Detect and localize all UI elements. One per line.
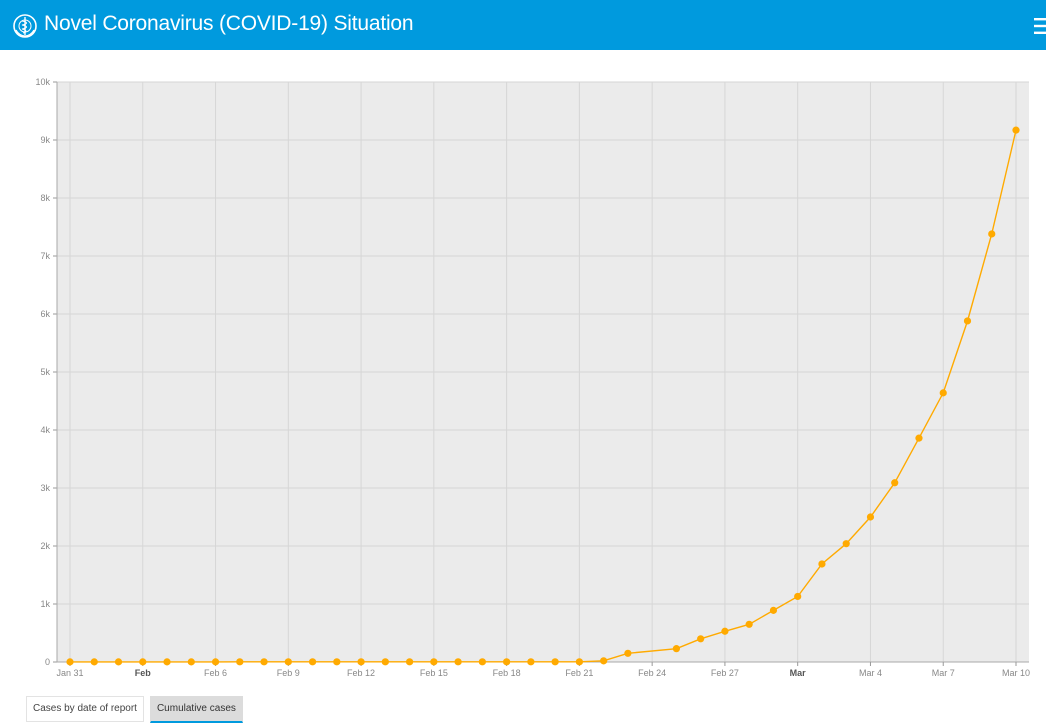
data-point	[333, 658, 341, 666]
data-point	[503, 658, 511, 666]
data-point	[357, 658, 365, 666]
x-tick-label: Feb 6	[204, 668, 227, 678]
y-tick-label: 7k	[40, 251, 50, 261]
data-point	[672, 645, 681, 653]
x-tick-label: Mar 7	[932, 668, 955, 678]
x-tick-label: Feb 9	[277, 668, 300, 678]
y-tick-label: 6k	[40, 309, 50, 319]
x-tick-label: Feb 27	[711, 668, 739, 678]
who-emblem-icon	[13, 14, 37, 38]
x-tick-label: Feb 12	[347, 668, 375, 678]
page-title: Novel Coronavirus (COVID-19) Situation	[44, 12, 414, 35]
x-tick-label: Feb	[135, 668, 152, 678]
y-tick-label: 8k	[40, 193, 50, 203]
data-point	[454, 658, 462, 666]
hamburger-menu-icon[interactable]	[1034, 17, 1046, 35]
y-tick-label: 0	[45, 657, 50, 667]
x-tick-label: Mar 4	[859, 668, 882, 678]
data-point	[915, 434, 923, 442]
chart-panel: 0 1k 2k 3k 4k 5k 6k 7k 8k 9k 10k Jan 31 Feb Feb 6 Feb …	[18, 60, 1044, 692]
data-point	[114, 658, 123, 666]
data-point	[988, 230, 996, 238]
data-point	[260, 658, 268, 666]
data-point	[187, 658, 195, 666]
x-tick-label: Mar	[790, 668, 807, 678]
y-tick-label: 5k	[40, 367, 50, 377]
y-tick-label: 2k	[40, 541, 50, 551]
data-point	[600, 657, 608, 665]
x-tick-label: Mar 10	[1002, 668, 1030, 678]
y-tick-label: 1k	[40, 599, 50, 609]
data-point	[624, 649, 632, 657]
data-point	[551, 658, 559, 666]
app-header: Novel Coronavirus (COVID-19) Situation	[0, 0, 1046, 50]
data-point	[963, 317, 972, 325]
data-point	[939, 389, 947, 397]
tab-cumulative-cases[interactable]: Cumulative cases	[149, 696, 243, 723]
data-point	[478, 658, 486, 666]
tab-cases-by-date-of-report[interactable]: Cases by date of report	[26, 696, 144, 722]
data-point	[163, 658, 171, 666]
data-point	[211, 658, 220, 666]
data-point	[405, 658, 414, 666]
y-tick-label: 3k	[40, 483, 50, 493]
x-tick-label: Jan 31	[56, 668, 83, 678]
data-point	[842, 540, 850, 548]
data-point	[697, 635, 705, 643]
cumulative-cases-chart: 0 1k 2k 3k 4k 5k 6k 7k 8k 9k 10k Jan 31 Feb Feb 6 Feb …	[35, 77, 1030, 678]
data-point	[381, 658, 389, 666]
data-point	[527, 658, 535, 666]
data-point	[430, 658, 438, 666]
y-tick-label: 9k	[40, 135, 50, 145]
data-point	[575, 658, 583, 666]
data-point	[794, 592, 802, 601]
x-tick-label: Feb 18	[493, 668, 521, 678]
data-point	[891, 479, 899, 487]
y-tick-label: 10k	[35, 77, 50, 87]
tab-label: Cumulative cases	[156, 703, 236, 714]
data-point	[769, 606, 778, 614]
data-point	[139, 658, 147, 666]
data-point	[90, 658, 98, 666]
data-point	[745, 620, 753, 628]
data-point	[818, 560, 826, 568]
chart-tabs: Cases by date of report Cumulative cases	[26, 696, 243, 723]
x-tick-label: Feb 21	[565, 668, 593, 678]
data-point	[721, 627, 729, 635]
data-point	[236, 658, 244, 666]
data-point	[1012, 126, 1020, 134]
data-point	[66, 658, 74, 666]
tab-label: Cases by date of report	[33, 703, 137, 714]
data-point	[308, 658, 317, 666]
data-point	[284, 658, 292, 666]
x-tick-label: Feb 24	[638, 668, 666, 678]
y-tick-label: 4k	[40, 425, 50, 435]
x-tick-label: Feb 15	[420, 668, 448, 678]
data-point	[866, 513, 875, 521]
